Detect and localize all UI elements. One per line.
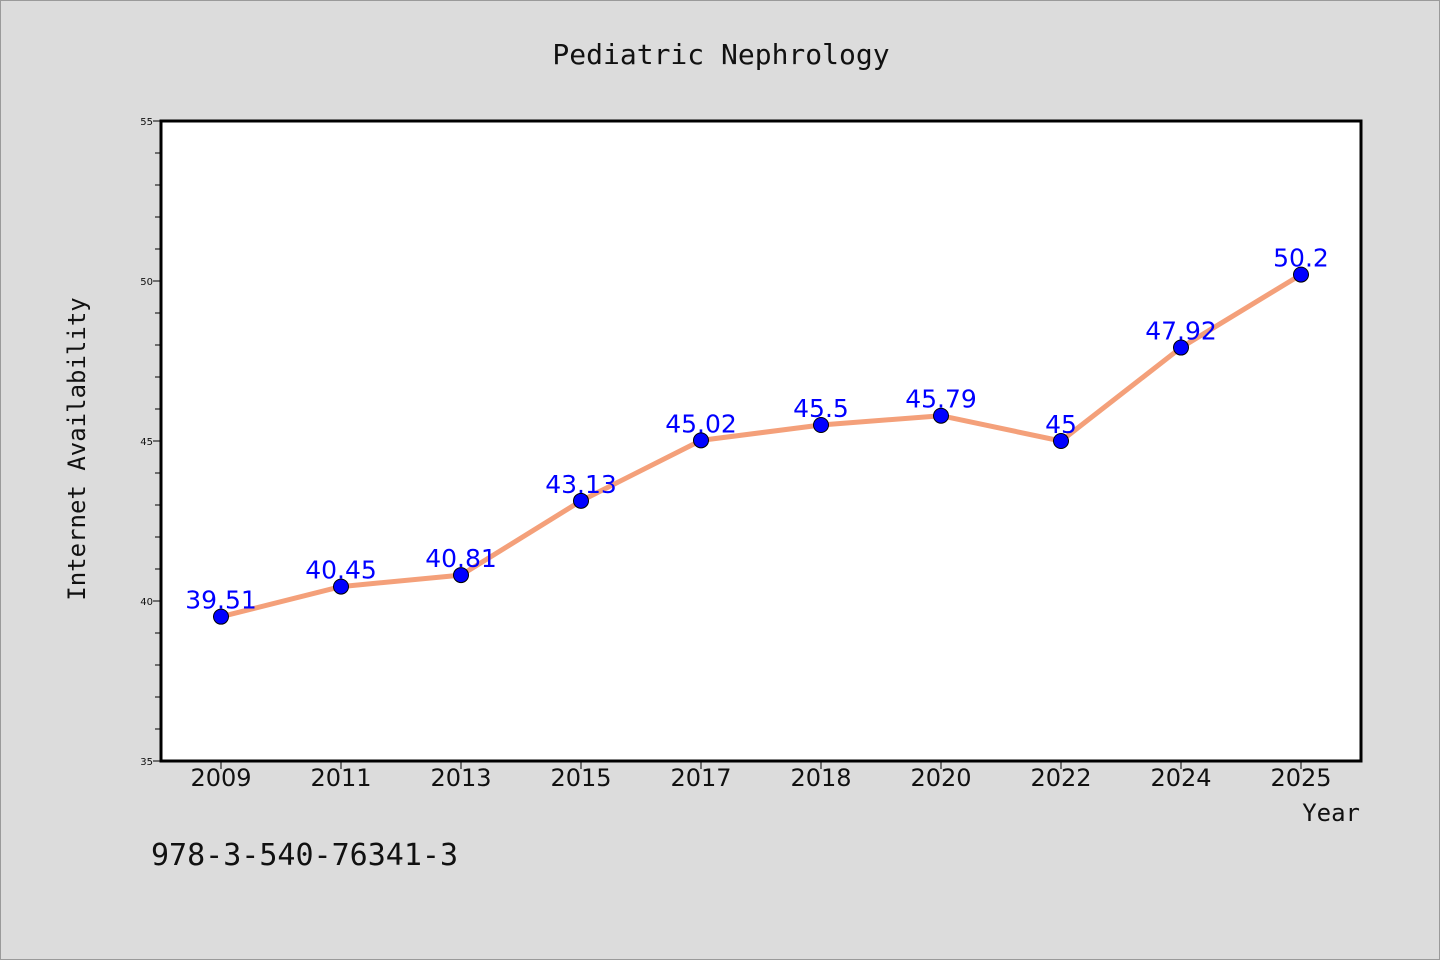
x-tick-label: 2017 [670, 764, 731, 792]
y-tick-label: 50 [140, 277, 153, 288]
data-point-marker [1053, 433, 1069, 449]
data-label: 45.79 [905, 385, 977, 414]
y-tick-label: 55 [140, 117, 153, 128]
y-tick-label: 40 [140, 597, 153, 608]
series-line [218, 272, 1304, 620]
data-point-marker [213, 608, 229, 625]
x-tick-label: 2013 [430, 764, 491, 792]
data-point-marker [813, 417, 829, 433]
data-label: 47.92 [1145, 317, 1217, 346]
data-point-marker [1293, 266, 1309, 283]
data-label: 40.45 [305, 556, 377, 585]
x-axis: 2009 2011 2013 2015 2017 2018 2020 2022 2024 2025 [190, 761, 1332, 792]
data-point-marker [573, 492, 589, 509]
data-label: 39.51 [185, 586, 257, 615]
x-tick-label: 2025 [1270, 764, 1331, 792]
data-point-marker [693, 432, 709, 449]
series-line-group: 39.51 40.45 40.81 43.13 45.02 45.5 45.79 45 47.9… [185, 244, 1329, 625]
plot-area [159, 119, 1363, 763]
y-tick-label: 35 [140, 757, 153, 768]
data-label: 43.13 [545, 470, 617, 499]
x-tick-label: 2020 [910, 764, 971, 792]
x-tick-label: 2018 [790, 764, 851, 792]
y-axis: 35 40 45 50 55 [140, 117, 161, 768]
footer-identifier: 978-3-540-76341-3 [151, 838, 458, 873]
x-tick-label: 2009 [190, 764, 251, 792]
data-label: 40.81 [425, 544, 497, 573]
chart-title: Pediatric Nephrology [552, 38, 889, 71]
y-tick-label: 45 [140, 437, 153, 448]
data-point-marker [933, 407, 949, 424]
x-tick-label: 2011 [310, 764, 371, 792]
x-tick-label: 2015 [550, 764, 611, 792]
data-label: 45.02 [665, 409, 737, 438]
data-label: 50.2 [1273, 244, 1329, 273]
data-label: 45.5 [793, 394, 849, 423]
y-axis-title: Internet Availability [63, 297, 91, 600]
x-tick-label: 2024 [1150, 764, 1211, 792]
x-tick-label: 2022 [1030, 764, 1091, 792]
data-point-marker [453, 567, 469, 584]
data-label: 45 [1045, 410, 1077, 439]
data-point-marker [1173, 339, 1189, 356]
data-point-marker [333, 578, 349, 595]
x-axis-title: Year [1302, 799, 1360, 827]
